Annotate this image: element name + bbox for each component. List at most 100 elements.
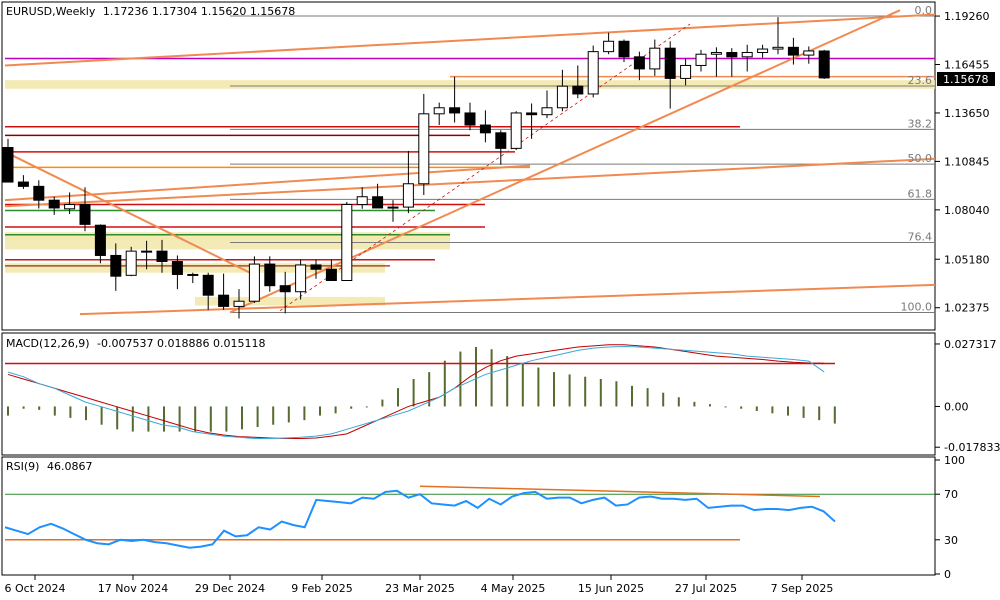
macd-histogram-bar bbox=[241, 406, 243, 430]
macd-histogram-bar bbox=[53, 406, 56, 416]
symbol-title: EURUSD,Weekly bbox=[6, 5, 96, 18]
macd-histogram-bar bbox=[209, 406, 212, 432]
candle bbox=[572, 85, 584, 95]
macd-signal-line bbox=[7, 344, 825, 439]
candle bbox=[433, 107, 445, 115]
macd-histogram-bar bbox=[412, 378, 415, 407]
macd-tick-label: 0.00 bbox=[944, 400, 969, 413]
rsi-tick-label: 70 bbox=[944, 488, 958, 501]
time-tick-label: 9 Feb 2025 bbox=[291, 582, 352, 595]
macd-histogram-bar bbox=[116, 406, 119, 430]
candle bbox=[710, 52, 722, 55]
rsi-panel[interactable]: 100 70 30 0 RSI(9) 46.0867 bbox=[1, 454, 965, 581]
macd-histogram-bar bbox=[225, 406, 228, 432]
candle bbox=[449, 107, 461, 114]
macd-histogram-bar bbox=[521, 362, 524, 407]
trend-line bbox=[79, 283, 936, 316]
candle bbox=[787, 46, 799, 56]
candle bbox=[495, 132, 507, 149]
price-zone bbox=[5, 263, 385, 273]
macd-title: MACD(12,26,9) bbox=[6, 337, 90, 350]
macd-histogram-bar bbox=[381, 399, 384, 407]
macd-histogram-bar bbox=[350, 406, 353, 409]
time-tick-label: 15 Jun 2025 bbox=[578, 582, 644, 595]
macd-histogram-bar bbox=[85, 406, 87, 421]
macd-histogram-bar bbox=[147, 406, 150, 432]
macd-histogram-bar bbox=[475, 346, 477, 407]
candle bbox=[526, 112, 538, 116]
candle bbox=[402, 183, 414, 208]
candle bbox=[2, 147, 14, 183]
fib-level-label: 76.4 bbox=[908, 231, 933, 244]
candle bbox=[233, 300, 245, 307]
candle bbox=[110, 254, 122, 277]
macd-histogram-bar bbox=[22, 406, 25, 409]
chart-header: EURUSD,Weekly 1.17236 1.17304 1.15620 1.… bbox=[6, 5, 295, 18]
candle bbox=[248, 263, 260, 302]
macd-histogram-bar bbox=[319, 406, 321, 416]
macd-histogram-bar bbox=[537, 367, 540, 407]
macd-histogram-bar bbox=[771, 406, 774, 414]
macd-histogram-bar bbox=[334, 406, 337, 414]
macd-histogram-bar bbox=[365, 406, 368, 408]
candle bbox=[680, 64, 692, 79]
macd-histogram-bar bbox=[599, 378, 602, 407]
macd-panel[interactable]: 0.027317 0.00 -0.017833 MACD(12,26,9) -0.0… bbox=[1, 332, 1000, 456]
candle bbox=[141, 250, 153, 253]
projection-line bbox=[279, 23, 691, 312]
macd-histogram-bar bbox=[755, 406, 758, 412]
candle bbox=[295, 264, 307, 293]
fib-level-label: 50.0 bbox=[908, 152, 933, 165]
time-tick-label: 17 Nov 2024 bbox=[98, 582, 168, 595]
candle bbox=[587, 51, 599, 95]
fib-level-label: 23.6 bbox=[908, 74, 933, 87]
price-tick-label: 1.05180 bbox=[944, 253, 990, 266]
candle bbox=[171, 261, 183, 275]
candle bbox=[803, 50, 815, 56]
candle bbox=[310, 264, 322, 270]
macd-histogram-bar bbox=[646, 388, 649, 407]
candle bbox=[556, 85, 568, 109]
ohlc-values: 1.17236 1.17304 1.15620 1.15678 bbox=[103, 5, 295, 18]
macd-histogram-bar bbox=[131, 406, 134, 432]
macd-panel-frame bbox=[1, 332, 936, 456]
price-panel[interactable]: 0.0 23.6 38.2 50.0 61.8 76.4 100.0 1.19260 1.16… bbox=[1, 1, 995, 331]
macd-histogram-bar bbox=[662, 392, 665, 407]
candle bbox=[741, 52, 753, 58]
trend-line bbox=[4, 164, 531, 202]
macd-histogram-bar bbox=[568, 374, 571, 407]
macd-histogram-bar bbox=[584, 376, 587, 407]
trend-line bbox=[4, 13, 936, 67]
candle bbox=[264, 263, 276, 287]
candle bbox=[772, 46, 784, 50]
macd-tick-label: -0.017833 bbox=[944, 441, 1000, 454]
macd-histogram-bar bbox=[631, 385, 633, 407]
price-tick-label: 1.13650 bbox=[944, 107, 990, 120]
macd-histogram-bar bbox=[272, 406, 275, 425]
rsi-tick-label: 100 bbox=[944, 454, 965, 467]
candle bbox=[541, 107, 553, 116]
rsi-header: RSI(9) 46.0867 bbox=[6, 460, 92, 473]
candle bbox=[187, 273, 199, 276]
time-tick-label: 6 Oct 2024 bbox=[4, 582, 65, 595]
macd-histogram-bar bbox=[163, 406, 165, 432]
candle bbox=[125, 250, 137, 276]
price-zone bbox=[5, 80, 935, 89]
candle bbox=[218, 294, 230, 307]
time-tick-label: 23 Mar 2025 bbox=[385, 582, 455, 595]
macd-histogram-bar bbox=[740, 406, 743, 409]
fib-level-label: 38.2 bbox=[908, 117, 933, 130]
macd-histogram-bar bbox=[677, 397, 680, 407]
price-tick-label: 1.08040 bbox=[944, 204, 990, 217]
candle bbox=[633, 56, 645, 70]
macd-histogram-bar bbox=[7, 406, 9, 416]
macd-header: MACD(12,26,9) -0.007537 0.018886 0.01511… bbox=[6, 337, 265, 350]
price-panel-frame bbox=[1, 1, 936, 331]
candle bbox=[618, 40, 630, 58]
price-zone bbox=[195, 296, 385, 306]
candle bbox=[664, 47, 676, 79]
candle bbox=[17, 181, 29, 187]
candle bbox=[341, 204, 353, 281]
macd-histogram-bar bbox=[709, 404, 711, 407]
